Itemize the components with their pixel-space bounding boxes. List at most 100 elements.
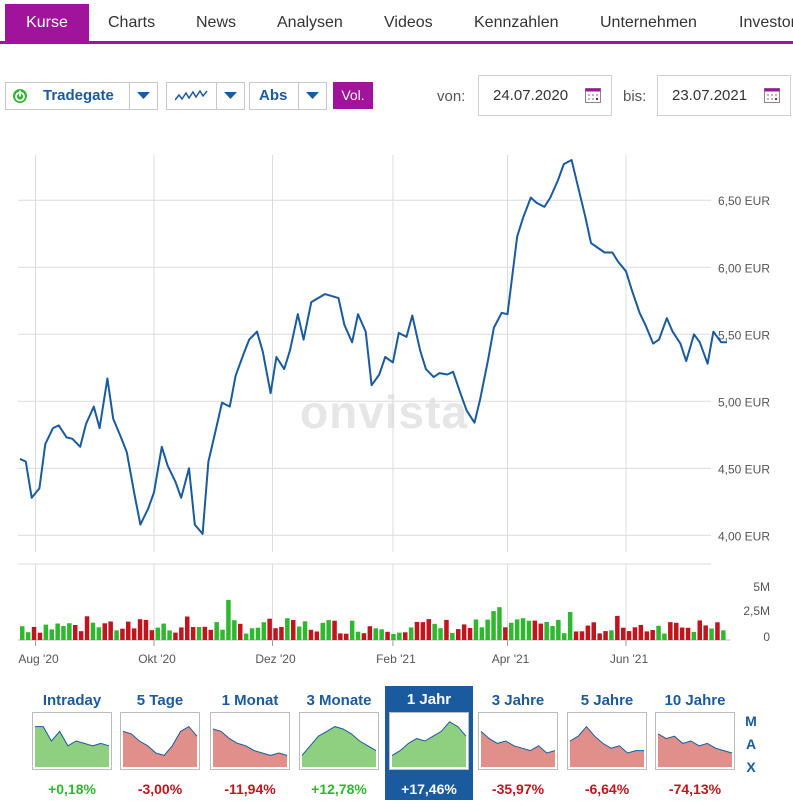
volume-bar [355,631,361,640]
tab-news[interactable]: News [196,14,237,31]
volume-bar [709,628,714,640]
volume-bar [597,633,602,640]
exchange-select[interactable]: Tradegate [5,82,158,110]
thumb-line [122,725,198,756]
volume-bar [644,631,649,640]
volume-bar [408,627,414,640]
volume-bar [391,634,396,640]
volume-bar [585,625,591,640]
volume-bar [296,626,302,640]
volume-bar [403,632,408,640]
volume-bar [349,620,355,640]
thumbnail-chart [389,712,469,770]
period-3-monate[interactable]: 3 Monate +12,78% [297,690,381,798]
thumb-area [123,726,197,767]
volume-bar [131,628,137,640]
x-tick-label: Feb '21 [376,652,416,666]
max-button[interactable]: M A X [742,710,760,779]
volume-bar [61,626,66,640]
volume-bar [255,627,261,640]
volume-bar [249,628,255,640]
from-date-field[interactable]: 24.07.2020 [478,75,612,116]
thumb-area [570,726,644,767]
volume-bar [679,627,685,640]
thumbnail-chart [299,712,379,770]
volume-bar [243,633,249,640]
chevron-down-icon[interactable] [216,83,244,109]
volume-bar [674,622,679,640]
thumb-line [301,726,377,756]
volume-bar [220,629,225,640]
volume-bar [149,630,155,640]
period-5-jahre[interactable]: 5 Jahre -6,64% [565,690,649,798]
volume-bar [467,628,473,640]
chevron-down-icon[interactable] [298,83,326,109]
period-3-jahre[interactable]: 3 Jahre -35,97% [476,690,560,798]
calendar-icon[interactable] [585,87,601,108]
volume-bar [84,616,90,640]
volume-bar [538,623,543,640]
volume-bar [90,622,96,640]
volume-bar [656,625,661,640]
volume-bar [526,620,532,640]
calendar-icon[interactable] [764,87,780,108]
period-change: -11,94% [224,781,276,797]
chart-type-select[interactable] [166,82,245,110]
tab-investor[interactable]: Investor [739,14,793,31]
volume-label: 0 [763,630,770,644]
period-title: 3 Monate [306,692,372,709]
tab-kennzahlen[interactable]: Kennzahlen [474,14,559,31]
volume-bar [37,632,43,640]
tab-analysen[interactable]: Analysen [277,14,343,31]
period-10-jahre[interactable]: 10 Jahre -74,13% [653,690,737,798]
period-title: 10 Jahre [664,692,726,709]
volume-bar [420,622,426,640]
volume-bar [78,631,84,640]
to-label: bis: [623,88,647,105]
volume-bar [208,629,213,640]
to-date-field[interactable]: 23.07.2021 [657,75,791,116]
max-letter: M [745,713,757,729]
thumb-line [35,726,110,747]
thumbnail-chart [210,712,290,770]
tab-unternehmen[interactable]: Unternehmen [600,14,697,31]
volume-bar [214,622,219,640]
volume-bar [609,630,614,640]
y-tick-label: 4,50 EUR [718,462,770,476]
volume-bar [444,619,449,640]
period-1-jahr[interactable]: 1 Jahr +17,46% [385,686,473,800]
period-5-tage[interactable]: 5 Tage -3,00% [118,690,202,798]
max-letter: A [745,736,757,752]
from-label: von: [437,88,466,105]
period-title: 5 Jahre [580,692,634,709]
volume-bar [715,622,720,640]
price-line [19,159,727,535]
watermark: onvista [300,386,469,438]
volume-bar [67,623,72,640]
volume-bar [55,623,60,640]
thumbnail-chart [32,712,112,770]
volume-bar [367,626,373,640]
volume-bar [438,628,443,640]
thumb-area [35,726,109,767]
volume-bar [509,622,514,640]
tab-kurse[interactable]: Kurse [5,4,89,42]
volume-bar [308,629,314,640]
volume-bar [397,632,402,640]
mode-select[interactable]: Abs [249,82,327,110]
chevron-down-icon[interactable] [129,83,157,109]
tab-charts[interactable]: Charts [108,14,156,31]
volume-bar [503,627,508,640]
thumb-line [212,728,288,756]
volume-bar [279,626,284,640]
volume-button[interactable]: Vol. [333,82,373,109]
volume-bar [143,619,149,640]
volume-bar [185,616,190,640]
volume-bar [697,620,702,640]
period-intraday[interactable]: Intraday +0,18% [30,690,114,798]
period-change: +17,46% [401,781,457,797]
x-tick-label: Okt '20 [138,652,176,666]
period-1-monat[interactable]: 1 Monat -11,94% [208,690,292,798]
price-chart[interactable]: 4,00 EUR 4,50 EUR 5,00 EUR 5,50 EUR 6,00 EUR… [0,140,793,670]
tab-videos[interactable]: Videos [384,14,433,31]
